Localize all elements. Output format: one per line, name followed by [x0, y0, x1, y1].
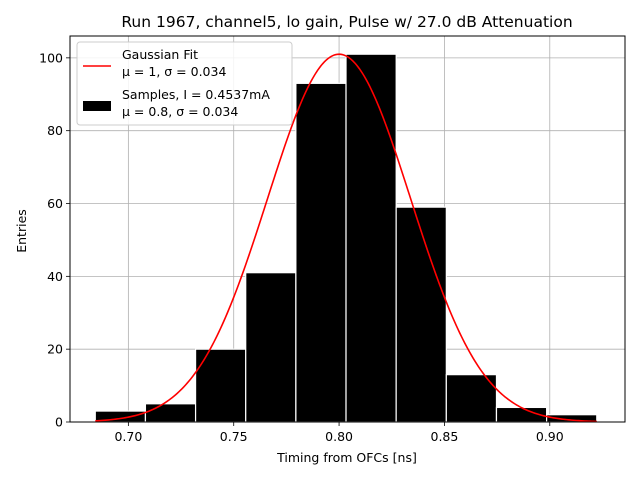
- chart-title: Run 1967, channel5, lo gain, Pulse w/ 27…: [121, 13, 572, 31]
- y-axis-label: Entries: [14, 209, 29, 253]
- legend-label: Samples, I = 0.4537mA: [122, 87, 270, 102]
- y-tick-label: 60: [47, 196, 63, 211]
- x-tick-label: 0.70: [114, 429, 142, 444]
- fit-curve: [95, 53, 597, 423]
- y-tick-label: 80: [47, 123, 63, 138]
- histogram-bar: [395, 206, 447, 423]
- legend-box: [76, 41, 293, 126]
- x-axis-label: Timing from OFCs [ns]: [276, 450, 417, 465]
- gaussian-fit: [95, 53, 597, 423]
- plot-frame: [69, 35, 626, 423]
- histogram-bar: [345, 53, 397, 423]
- x-tick-label: 0.85: [431, 429, 459, 444]
- histogram-bar: [144, 403, 197, 423]
- legend-sublabel: μ = 0.8, σ = 0.034: [122, 104, 238, 119]
- histogram-bars: [94, 53, 598, 423]
- y-axis-ticks: 0 20 40 60 80 100: [39, 50, 70, 430]
- y-tick-label: 40: [47, 269, 63, 284]
- x-tick-label: 0.80: [325, 429, 353, 444]
- y-tick-label: 20: [47, 342, 63, 357]
- histogram-bar: [445, 374, 498, 423]
- x-tick-label: 0.90: [536, 429, 564, 444]
- legend-patch-swatch: [83, 101, 111, 111]
- histogram-bar: [245, 272, 297, 423]
- legend-label: Gaussian Fit: [122, 47, 198, 62]
- y-tick-label: 100: [39, 50, 63, 65]
- x-axis-ticks: 0.70 0.75 0.80 0.85 0.90: [114, 422, 564, 444]
- y-tick-label: 0: [55, 415, 63, 430]
- x-tick-label: 0.75: [220, 429, 248, 444]
- legend: Gaussian Fit μ = 1, σ = 0.034 Samples, I =…: [76, 41, 293, 126]
- legend-sublabel: μ = 1, σ = 0.034: [122, 64, 226, 79]
- histogram-bar: [295, 82, 347, 423]
